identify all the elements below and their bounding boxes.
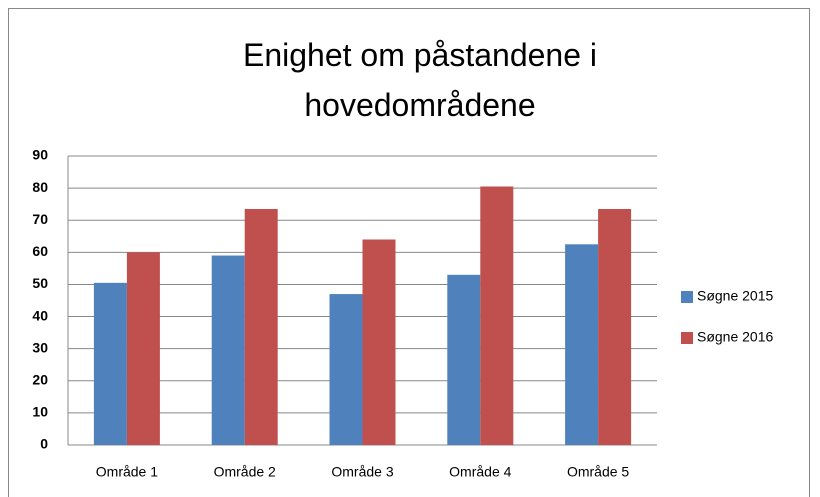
x-tick-label: Område 3 xyxy=(331,464,393,480)
bar xyxy=(480,186,514,445)
chart-frame xyxy=(8,8,810,497)
y-tick-label: 80 xyxy=(32,179,48,195)
x-tick-label: Område 4 xyxy=(449,464,511,480)
y-tick-label: 20 xyxy=(32,371,48,387)
legend-swatch xyxy=(681,332,693,344)
bar xyxy=(565,244,599,445)
chart-title: Enighet om påstandene i hovedområdene xyxy=(242,37,598,123)
x-tick-label: Område 2 xyxy=(214,464,276,480)
bar xyxy=(93,282,127,445)
y-tick-label: 10 xyxy=(32,404,48,420)
bar xyxy=(447,274,481,445)
y-tick-label: 0 xyxy=(40,436,48,452)
legend-swatch xyxy=(681,291,693,303)
legend-label: Søgne 2015 xyxy=(697,288,773,304)
legend-label: Søgne 2016 xyxy=(697,329,773,345)
y-tick-label: 50 xyxy=(32,275,48,291)
y-tick-label: 70 xyxy=(32,211,48,227)
bar xyxy=(244,208,278,445)
bar xyxy=(329,294,363,445)
y-tick-label: 40 xyxy=(32,307,48,323)
bar xyxy=(211,255,245,445)
x-tick-label: Område 1 xyxy=(96,464,158,480)
bar xyxy=(598,208,632,445)
y-tick-label: 60 xyxy=(32,243,48,259)
bar xyxy=(362,239,396,445)
x-tick-label: Område 5 xyxy=(567,464,629,480)
bar xyxy=(126,252,160,445)
y-tick-label: 30 xyxy=(32,339,48,355)
y-tick-label: 90 xyxy=(32,147,48,163)
